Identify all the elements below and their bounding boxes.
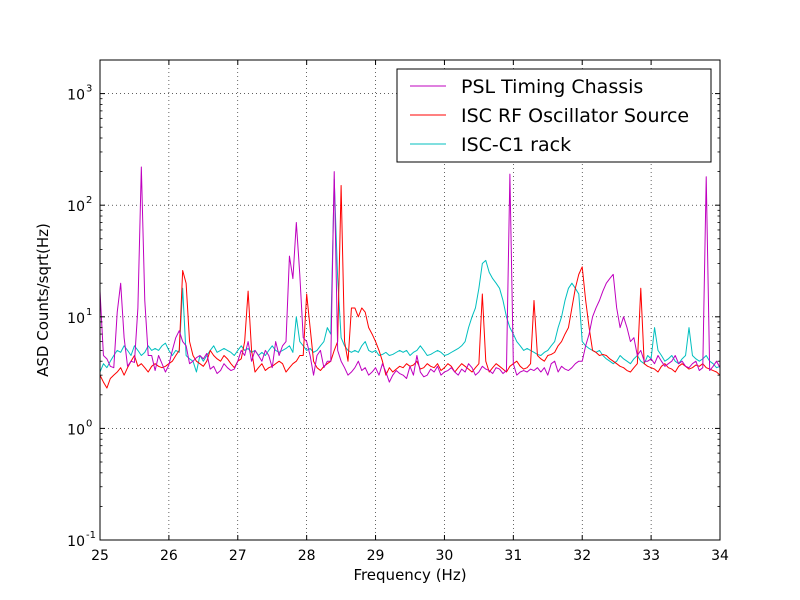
legend-label-c1: ISC-C1 rack [461,134,571,156]
y-tick-label-exponent: 2 [86,195,92,206]
y-tick-label: 10 0 [67,418,92,438]
y-tick-label-base: 10 [67,311,85,327]
plot-frame [99,59,721,541]
y-tick-label: 10 3 [67,84,92,104]
x-axis-label: Frequency (Hz) [353,566,466,584]
legend: PSL Timing Chassis ISC RF Oscillator Sou… [396,68,712,163]
x-tick-labels: 25 26 27 28 29 30 31 32 33 34 [91,548,729,564]
y-tick-label-base: 10 [67,534,85,550]
y-tick-label: 10 2 [67,195,92,215]
x-tick-label: 29 [367,548,385,564]
series-line-0 [100,166,720,383]
series-line-1 [100,185,720,389]
series-lines [100,166,720,389]
y-tick-label-exponent: 3 [86,84,92,95]
legend-label-rf: ISC RF Oscillator Source [461,105,689,127]
legend-box [396,68,712,163]
y-axis-label: ASD Counts/sqrt(Hz) [34,223,52,377]
x-tick-label: 26 [160,548,178,564]
y-tick-label-exponent: 0 [86,418,92,429]
y-tick-label-base: 10 [67,422,85,438]
y-tick-label-base: 10 [67,88,85,104]
y-tick-label: 10 1 [67,307,92,327]
y-tick-label-base: 10 [67,199,85,215]
x-tick-label: 34 [711,548,729,564]
x-tick-label: 30 [436,548,454,564]
legend-label-psl: PSL Timing Chassis [461,76,643,98]
axis-ticks [99,59,721,541]
y-tick-label: 10 -1 [67,530,96,550]
x-tick-label: 28 [298,548,316,564]
x-tick-label: 27 [229,548,247,564]
x-tick-label: 25 [91,548,109,564]
y-tick-label-exponent: -1 [86,530,96,541]
y-tick-label-exponent: 1 [86,307,92,318]
x-tick-label: 31 [504,548,522,564]
x-tick-label: 32 [573,548,591,564]
x-tick-label: 33 [642,548,660,564]
